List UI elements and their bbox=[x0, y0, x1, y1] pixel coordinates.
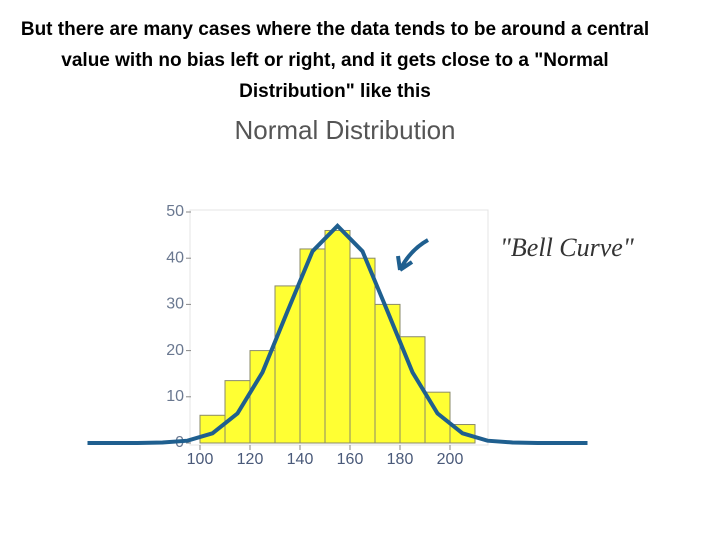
x-tick-label: 160 bbox=[337, 451, 364, 468]
x-tick-label: 200 bbox=[437, 451, 464, 468]
x-tick-label: 100 bbox=[187, 451, 214, 468]
bar bbox=[374, 303, 401, 444]
bar bbox=[349, 257, 376, 444]
y-tick-label: 40 bbox=[166, 249, 184, 266]
plot-frame bbox=[189, 209, 489, 446]
bar bbox=[299, 248, 326, 444]
y-tick-label: 50 bbox=[166, 203, 184, 220]
chart-title: Normal Distribution bbox=[234, 115, 455, 145]
bell-curve bbox=[87, 223, 588, 445]
annotation: "Bell Curve" bbox=[500, 233, 634, 262]
heading: But there are many cases where the data … bbox=[20, 19, 650, 102]
annotation-arrow bbox=[396, 238, 430, 272]
bar bbox=[324, 229, 351, 444]
y-tick-label: 10 bbox=[166, 388, 184, 405]
y-tick-label: 30 bbox=[166, 296, 184, 313]
x-tick-label: 120 bbox=[237, 451, 264, 468]
bar bbox=[249, 350, 276, 444]
bar bbox=[199, 414, 226, 444]
x-tick-label: 180 bbox=[387, 451, 414, 468]
x-tick-label: 140 bbox=[287, 451, 314, 468]
y-tick-label: 20 bbox=[166, 342, 184, 359]
